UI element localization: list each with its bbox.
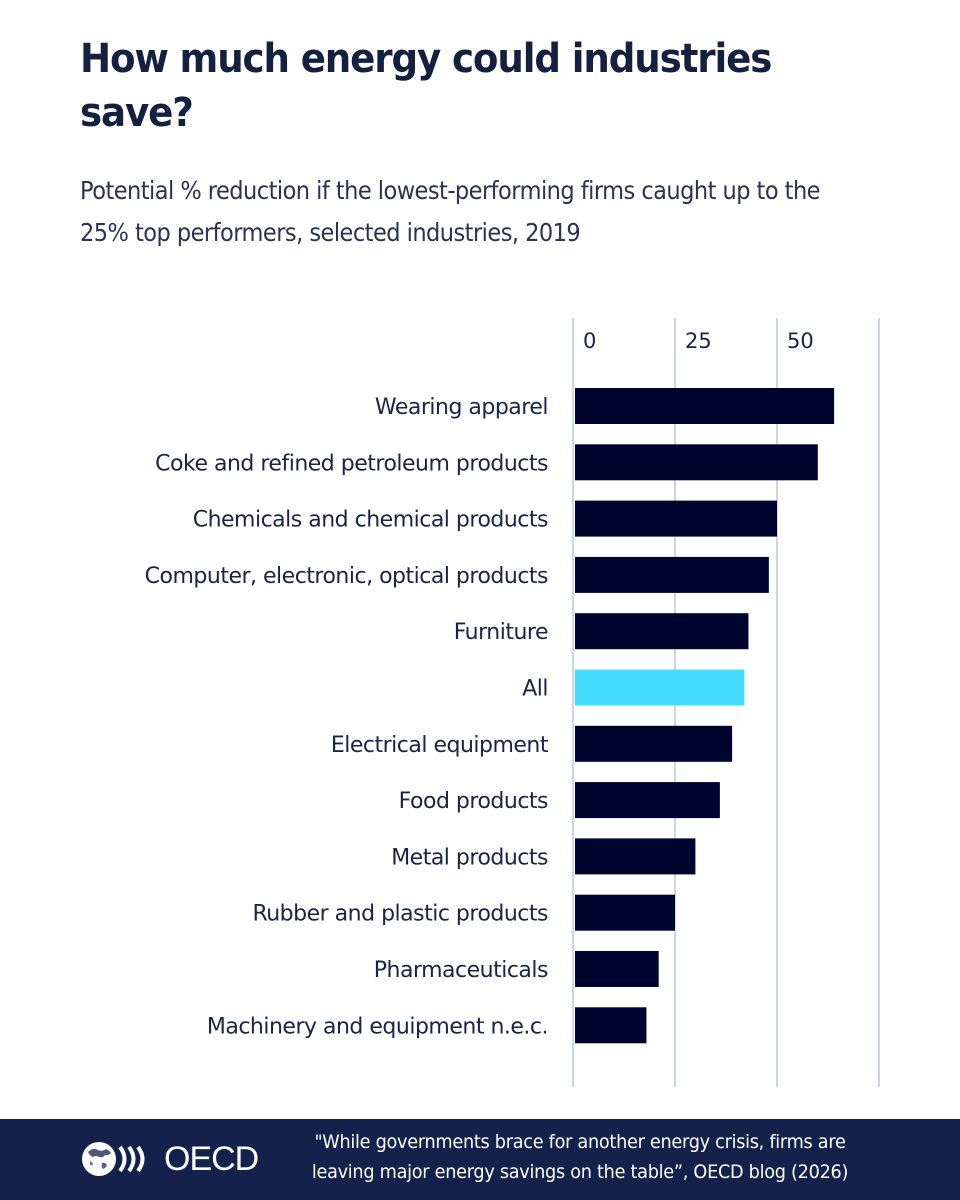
source-citation: "While governments brace for another ene… bbox=[292, 1127, 869, 1187]
bar bbox=[575, 894, 675, 931]
category-label: Chemicals and chemical products bbox=[193, 508, 548, 533]
category-label: Coke and refined petroleum products bbox=[155, 451, 548, 476]
bar bbox=[575, 500, 777, 537]
globe-icon bbox=[82, 1142, 145, 1176]
footer-bar: OECD "While governments brace for anothe… bbox=[0, 1119, 960, 1200]
chart-title: How much energy could industries save? bbox=[80, 36, 772, 136]
category-label: Furniture bbox=[454, 620, 548, 645]
category-label: Wearing apparel bbox=[375, 395, 548, 420]
category-label: Pharmaceuticals bbox=[374, 958, 548, 983]
source-line-1: "While governments brace for another ene… bbox=[314, 1131, 846, 1153]
x-tick-label: 50 bbox=[787, 329, 814, 353]
bar bbox=[575, 951, 659, 987]
source-line-2: leaving major energy savings on the tabl… bbox=[311, 1161, 849, 1183]
category-label: Electrical equipment bbox=[331, 733, 549, 758]
x-axis-ticks: 0 25 50 bbox=[583, 329, 814, 353]
logo-text: OECD bbox=[164, 1139, 259, 1178]
bars bbox=[575, 388, 835, 1044]
bar bbox=[575, 782, 720, 819]
bar bbox=[575, 725, 733, 762]
category-label: Metal products bbox=[391, 845, 548, 870]
bar bbox=[575, 613, 749, 650]
category-label: Computer, electronic, optical products bbox=[145, 564, 548, 589]
bar bbox=[575, 669, 745, 706]
bar bbox=[575, 444, 818, 481]
bar bbox=[575, 1007, 647, 1044]
category-label: Rubber and plastic products bbox=[252, 902, 548, 927]
chart-subtitle: Potential % reduction if the lowest-perf… bbox=[80, 176, 821, 247]
oecd-logo[interactable]: OECD bbox=[80, 1139, 259, 1179]
x-tick-label: 25 bbox=[685, 329, 712, 353]
x-tick-label: 0 bbox=[583, 329, 596, 353]
category-label: All bbox=[522, 677, 548, 702]
bar bbox=[575, 556, 769, 593]
bar-chart: 0 25 50 Wearing apparel Coke and refined pe… bbox=[145, 318, 880, 1087]
category-labels: Wearing apparel Coke and refined petroleu… bbox=[145, 395, 550, 1039]
bar bbox=[575, 838, 696, 875]
category-label: Machinery and equipment n.e.c. bbox=[207, 1014, 548, 1039]
category-label: Food products bbox=[399, 789, 548, 814]
bar bbox=[575, 388, 835, 424]
